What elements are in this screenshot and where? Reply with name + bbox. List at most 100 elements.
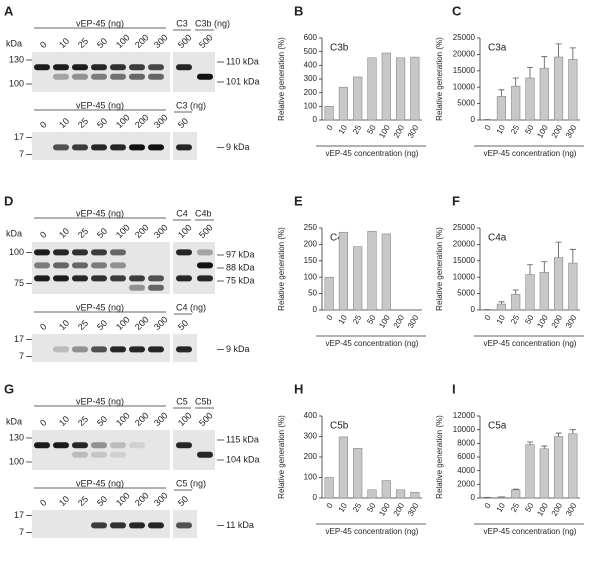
lane-label: 0	[38, 497, 49, 508]
band	[91, 442, 107, 449]
band	[72, 346, 88, 353]
kda-label: kDa	[6, 416, 22, 426]
bar	[568, 433, 578, 499]
x-tick-label: 0	[325, 501, 335, 510]
marker-label: 100	[9, 456, 24, 466]
band	[110, 144, 126, 151]
x-tick-label: 200	[392, 313, 407, 330]
lane-label: 10	[57, 36, 71, 50]
band	[72, 275, 88, 282]
lane-label: 10	[57, 116, 71, 130]
band	[176, 275, 192, 282]
lane-label: 300	[152, 314, 170, 332]
band	[129, 522, 145, 529]
panel-letter: I	[452, 381, 456, 396]
band	[197, 73, 213, 80]
lane-label: 25	[76, 36, 90, 50]
extra-label: C4b	[195, 208, 212, 218]
x-tick-label: 100	[535, 123, 550, 140]
band-label: 104 kDa	[226, 454, 260, 464]
band	[53, 64, 69, 71]
panel-letter: B	[294, 3, 303, 18]
x-tick-label: 200	[550, 501, 565, 518]
band	[197, 451, 213, 458]
band	[91, 275, 107, 282]
extra-label: C3	[176, 18, 188, 28]
marker-label: 17	[14, 334, 24, 344]
x-axis-label: vEP-45 concentration (ng)	[326, 527, 419, 536]
band	[197, 249, 213, 256]
blot-strip	[32, 430, 170, 470]
lane-label: 200	[133, 314, 151, 332]
band	[72, 64, 88, 71]
band	[176, 144, 192, 151]
y-tick-label: 100	[304, 473, 318, 482]
bar	[410, 491, 420, 499]
x-tick-label: 200	[392, 501, 407, 518]
y-axis-label: Relative generation (%)	[277, 415, 286, 499]
lane-label: 0	[38, 39, 49, 50]
lane-label: 200	[133, 222, 151, 240]
bar	[338, 86, 349, 121]
band	[110, 73, 126, 80]
band	[148, 275, 164, 282]
bar	[553, 257, 564, 311]
band	[129, 346, 145, 353]
y-axis-label: Relative generation (%)	[435, 37, 444, 121]
lane-label: 25	[76, 318, 90, 332]
error-bar	[512, 289, 519, 295]
error-bar	[569, 429, 576, 434]
band	[129, 442, 145, 449]
band	[176, 346, 192, 353]
band-label: 75 kDa	[226, 275, 255, 285]
error-bar	[555, 43, 562, 58]
x-tick-label: 50	[365, 123, 378, 136]
x-tick-label: 300	[406, 123, 421, 140]
y-tick-label: 200	[304, 88, 318, 97]
marker-label: 7	[19, 149, 24, 159]
band	[72, 262, 88, 269]
lane-label: 200	[133, 410, 151, 428]
band	[129, 73, 145, 80]
band	[129, 64, 145, 71]
error-bar	[527, 67, 533, 79]
y-tick-label: 0	[313, 115, 318, 124]
band	[91, 451, 107, 458]
kda-label: kDa	[6, 38, 22, 48]
band-label: 115 kDa	[226, 434, 259, 444]
lane-label: 50	[95, 318, 109, 332]
y-axis-label: Relative generation (%)	[277, 37, 286, 121]
lane-label: 200	[133, 112, 151, 130]
lane-label: 500	[176, 32, 194, 50]
marker-label: 17	[14, 132, 24, 142]
band	[176, 249, 192, 256]
x-tick-label: 200	[392, 123, 407, 140]
x-tick-label: 25	[351, 313, 364, 326]
y-tick-label: 5000	[457, 289, 475, 298]
panel-letter: F	[452, 193, 460, 208]
bar	[539, 271, 549, 311]
lane-label: 300	[152, 32, 170, 50]
band	[110, 249, 126, 256]
band	[91, 249, 107, 256]
lane-label: 10	[57, 318, 71, 332]
kda-label: kDa	[6, 228, 22, 238]
extra-label: C4 (ng)	[176, 302, 206, 312]
bar	[410, 56, 420, 121]
band	[34, 442, 50, 449]
lane-label: 200	[133, 32, 151, 50]
blot-strip	[32, 52, 170, 92]
y-tick-label: 15000	[453, 66, 476, 75]
lane-label: 50	[95, 36, 109, 50]
bar	[511, 85, 521, 121]
error-bar	[569, 248, 576, 264]
x-tick-label: 100	[535, 501, 550, 518]
bar	[553, 436, 564, 499]
x-tick-label: 50	[523, 313, 536, 326]
blot-strip	[173, 430, 215, 470]
band	[110, 442, 126, 449]
x-tick-label: 100	[377, 501, 392, 518]
band	[176, 64, 192, 71]
error-bar	[555, 432, 562, 437]
lane-label: 50	[176, 116, 190, 130]
